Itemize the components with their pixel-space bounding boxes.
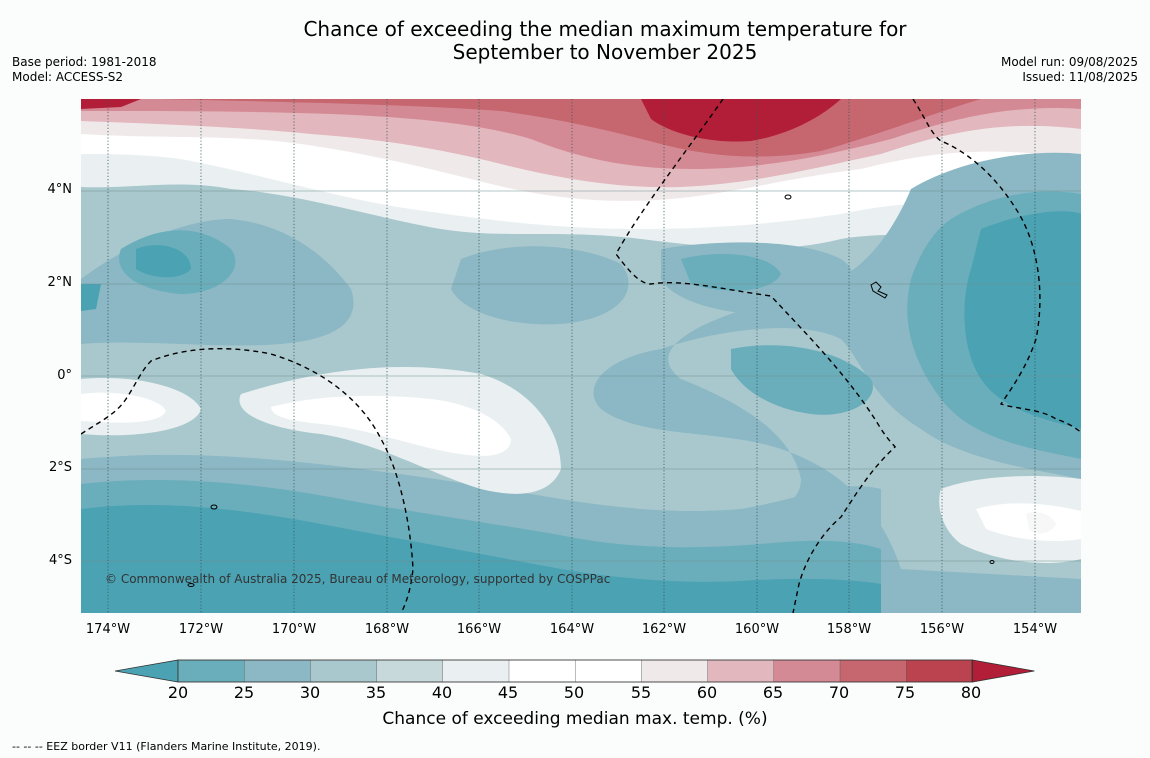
lon-label-168w: 168°W [364, 622, 410, 637]
island-3 [210, 504, 218, 510]
title-line-2: September to November 2025 [452, 40, 758, 64]
colorbar-label: Chance of exceeding median max. temp. (%… [382, 709, 768, 729]
contour-n-80 [81, 99, 841, 142]
cb-tick-40: 40 [431, 683, 453, 702]
cb-tick-45: 45 [497, 683, 519, 702]
meta-right: Model run: 09/08/2025 Issued: 11/08/2025 [1001, 55, 1138, 85]
lon-label-162w: 162°W [641, 622, 687, 637]
contour-s-20 [81, 504, 881, 613]
model-run: Model run: 09/08/2025 [1000, 55, 1138, 69]
lon-label-166w: 166°W [456, 622, 502, 637]
colorbar-segment [243, 659, 312, 683]
colorbar-segment [442, 659, 510, 683]
island-4 [989, 560, 995, 564]
cb-tick-75: 75 [894, 683, 916, 702]
cb-tick-50: 50 [563, 683, 585, 702]
cb-tick-30: 30 [299, 683, 321, 702]
island-2 [870, 281, 888, 299]
eez-border-east [912, 99, 1081, 433]
cb-tick-60: 60 [696, 683, 718, 702]
cb-tick-65: 65 [762, 683, 784, 702]
colorbar-segment [575, 659, 643, 683]
colorbar-segment [707, 659, 775, 683]
lon-label-158w: 158°W [826, 622, 872, 637]
cb-tick-25: 25 [233, 683, 255, 702]
base-period: Base period: 1981-2018 [12, 55, 157, 69]
colorbar-segment [376, 659, 444, 683]
contour-c-25 [681, 254, 781, 291]
colorbar [114, 659, 1035, 683]
eez-legend-note: -- -- -- EEZ border V11 (Flanders Marine… [12, 740, 321, 753]
eez-border-west [81, 348, 414, 613]
colorbar-segment [906, 659, 974, 683]
lon-label-156w: 156°W [919, 622, 965, 637]
contour-eq-40 [81, 366, 561, 494]
island-1 [784, 194, 792, 200]
lat-grid [81, 190, 1081, 562]
copyright-credit: © Commonwealth of Australia 2025, Bureau… [105, 572, 611, 586]
cb-tick-55: 55 [630, 683, 652, 702]
title-line-1: Chance of exceeding the median maximum t… [303, 17, 907, 41]
contour-e-20 [964, 211, 1081, 429]
colorbar-segment [177, 659, 245, 683]
colorbar-segments [114, 659, 1035, 683]
contour-w-20 [81, 245, 191, 311]
lon-label-174w: 174°W [85, 622, 131, 637]
lat-label-0: 0° [57, 368, 72, 383]
colorbar-segment [839, 659, 907, 683]
colorbar-extend-low [114, 659, 179, 683]
colorbar-segment [310, 659, 378, 683]
model-name: Model: ACCESS-S2 [12, 70, 124, 84]
lon-label-160w: 160°W [734, 622, 780, 637]
lon-label-170w: 170°W [271, 622, 317, 637]
colorbar-segment [641, 659, 709, 683]
colorbar-extend-high [972, 659, 1035, 683]
cb-tick-80: 80 [960, 683, 982, 702]
lon-label-164w: 164°W [549, 622, 595, 637]
eez-border-central [615, 99, 896, 613]
lat-label-4s: 4°S [48, 553, 72, 568]
contour-eq-55 [1026, 512, 1056, 534]
lon-grid [107, 99, 1036, 613]
cb-tick-35: 35 [365, 683, 387, 702]
meta-left: Base period: 1981-2018 Model: ACCESS-S2 [12, 55, 157, 85]
cb-tick-20: 20 [167, 683, 189, 702]
lon-label-172w: 172°W [178, 622, 224, 637]
lat-label-2s: 2°S [48, 460, 72, 475]
issued-date: Issued: 11/08/2025 [1022, 70, 1138, 84]
island-5 [187, 583, 195, 587]
colorbar-segment [773, 659, 841, 683]
lon-label-154w: 154°W [1012, 622, 1058, 637]
forecast-map [81, 99, 1081, 613]
lat-label-4n: 4°N [47, 182, 73, 197]
lat-label-2n: 2°N [47, 275, 73, 290]
islands [187, 194, 995, 587]
cb-tick-70: 70 [828, 683, 850, 702]
colorbar-segment [508, 659, 576, 683]
chart-title: Chance of exceeding the median maximum t… [230, 18, 980, 64]
eez-borders [81, 99, 1081, 613]
